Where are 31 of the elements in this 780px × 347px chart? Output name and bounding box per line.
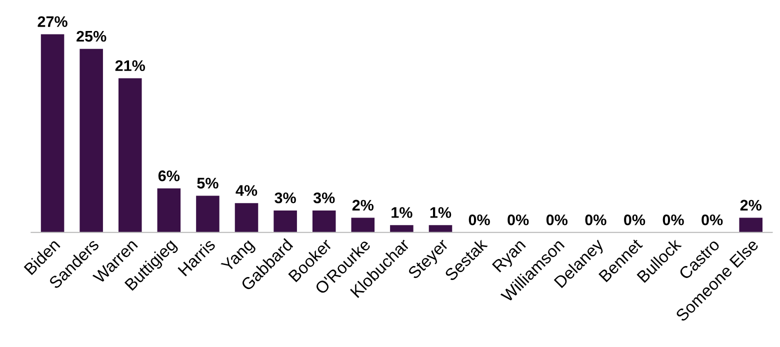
bar [312,210,336,232]
data-label: 0% [585,214,606,226]
data-label: 3% [313,192,335,204]
bar [390,225,414,232]
bar [118,78,142,232]
data-label: 0% [508,214,529,226]
data-label: 21% [115,60,146,72]
bar [80,48,103,232]
data-label: 1% [430,207,452,218]
bar [196,196,220,232]
data-label: 2% [740,200,762,211]
data-label: 6% [158,170,180,182]
data-label: 27% [38,16,68,27]
data-label: 5% [197,178,218,189]
data-label: 25% [76,30,106,42]
data-label: 2% [352,200,374,211]
data-label: 0% [624,214,646,226]
bar [351,218,375,232]
data-label: 0% [546,214,568,226]
data-label: 0% [702,214,723,226]
data-label: 1% [392,207,412,218]
bar [40,34,64,232]
bar [739,218,762,232]
bar [274,210,297,232]
bar [428,225,452,232]
bar [234,203,258,232]
data-label: 0% [662,214,684,226]
data-label: 4% [236,185,258,196]
data-label: 0% [468,214,490,226]
bar [157,188,181,232]
data-label: 3% [274,192,296,204]
